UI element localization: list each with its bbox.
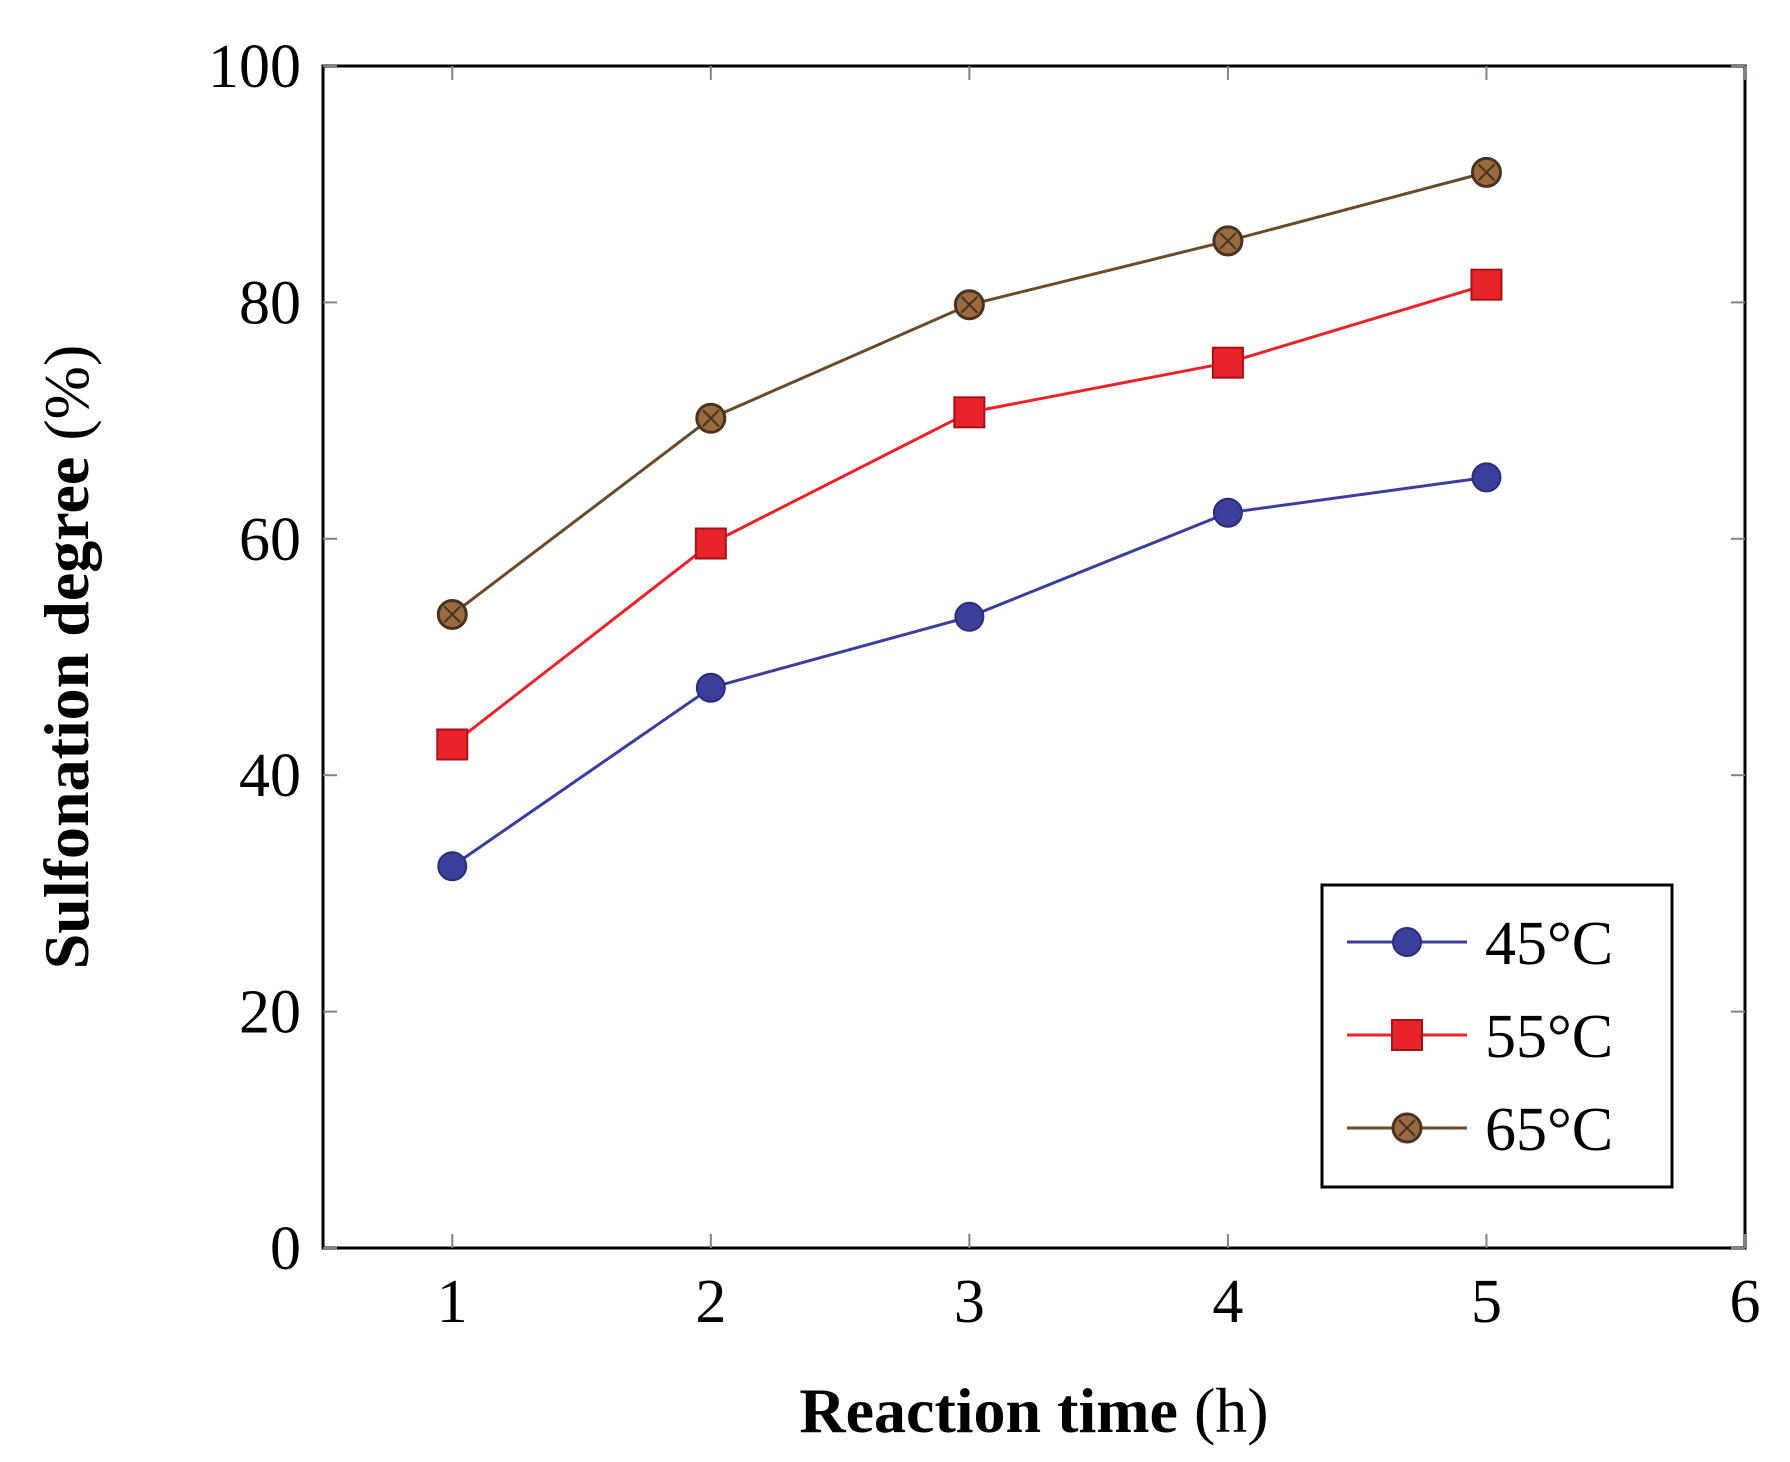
series-1 bbox=[436, 268, 1503, 761]
data-point bbox=[953, 289, 985, 321]
series-line bbox=[451, 283, 1487, 746]
series-line bbox=[451, 170, 1487, 616]
legend-label: 55°C bbox=[1485, 1003, 1613, 1071]
legend-marker bbox=[1391, 1019, 1423, 1051]
series-layer bbox=[436, 156, 1503, 882]
data-point bbox=[695, 672, 726, 703]
x-tick-label: 6 bbox=[1730, 1268, 1761, 1336]
data-point bbox=[436, 598, 468, 630]
data-point bbox=[1212, 497, 1243, 528]
x-tick-label: 3 bbox=[954, 1268, 985, 1336]
data-point bbox=[1212, 225, 1244, 257]
x-tick-label: 2 bbox=[695, 1268, 726, 1336]
legend-item: 65°C bbox=[1347, 1096, 1613, 1164]
legend-label: 45°C bbox=[1485, 910, 1613, 978]
tick-marks bbox=[323, 65, 1746, 1249]
data-point bbox=[1470, 156, 1502, 188]
x-axis-label: Reaction time (h) bbox=[799, 1375, 1268, 1446]
data-point bbox=[1470, 268, 1503, 301]
series-2 bbox=[436, 156, 1502, 630]
y-tick-label: 80 bbox=[239, 269, 301, 337]
legend: 45°C 55°C 65°C bbox=[1320, 883, 1674, 1189]
y-tick-label: 40 bbox=[239, 742, 301, 810]
data-point bbox=[695, 402, 727, 434]
data-point bbox=[1471, 462, 1502, 493]
x-axis-label-main: Reaction time bbox=[799, 1375, 1178, 1446]
y-tick-label: 0 bbox=[270, 1215, 301, 1283]
legend-item: 45°C bbox=[1347, 910, 1613, 978]
data-point bbox=[953, 396, 986, 429]
legend-label: 65°C bbox=[1485, 1096, 1613, 1164]
y-axis-label: Sulfonation degree (%) bbox=[31, 345, 102, 970]
legend-marker bbox=[1392, 927, 1422, 957]
x-tick-label: 4 bbox=[1212, 1268, 1243, 1336]
y-tick-label: 20 bbox=[239, 979, 301, 1047]
data-point bbox=[437, 851, 468, 882]
data-point bbox=[694, 527, 727, 560]
y-axis-label-main: Sulfonation degree bbox=[31, 457, 102, 970]
plot-frame bbox=[321, 64, 1747, 1250]
data-point bbox=[1211, 346, 1244, 379]
y-axis-label-unit: (%) bbox=[31, 345, 102, 441]
series-0 bbox=[437, 462, 1502, 882]
series-line bbox=[451, 475, 1487, 868]
x-axis-label-unit: (h) bbox=[1194, 1375, 1269, 1446]
x-tick-label: 5 bbox=[1471, 1268, 1502, 1336]
data-point bbox=[954, 601, 985, 632]
legend-item: 55°C bbox=[1347, 1003, 1613, 1071]
x-tick-label: 1 bbox=[437, 1268, 468, 1336]
y-tick-label: 100 bbox=[208, 33, 301, 101]
legend-marker bbox=[1391, 1112, 1423, 1144]
y-tick-label: 60 bbox=[239, 506, 301, 574]
data-point bbox=[436, 728, 469, 761]
